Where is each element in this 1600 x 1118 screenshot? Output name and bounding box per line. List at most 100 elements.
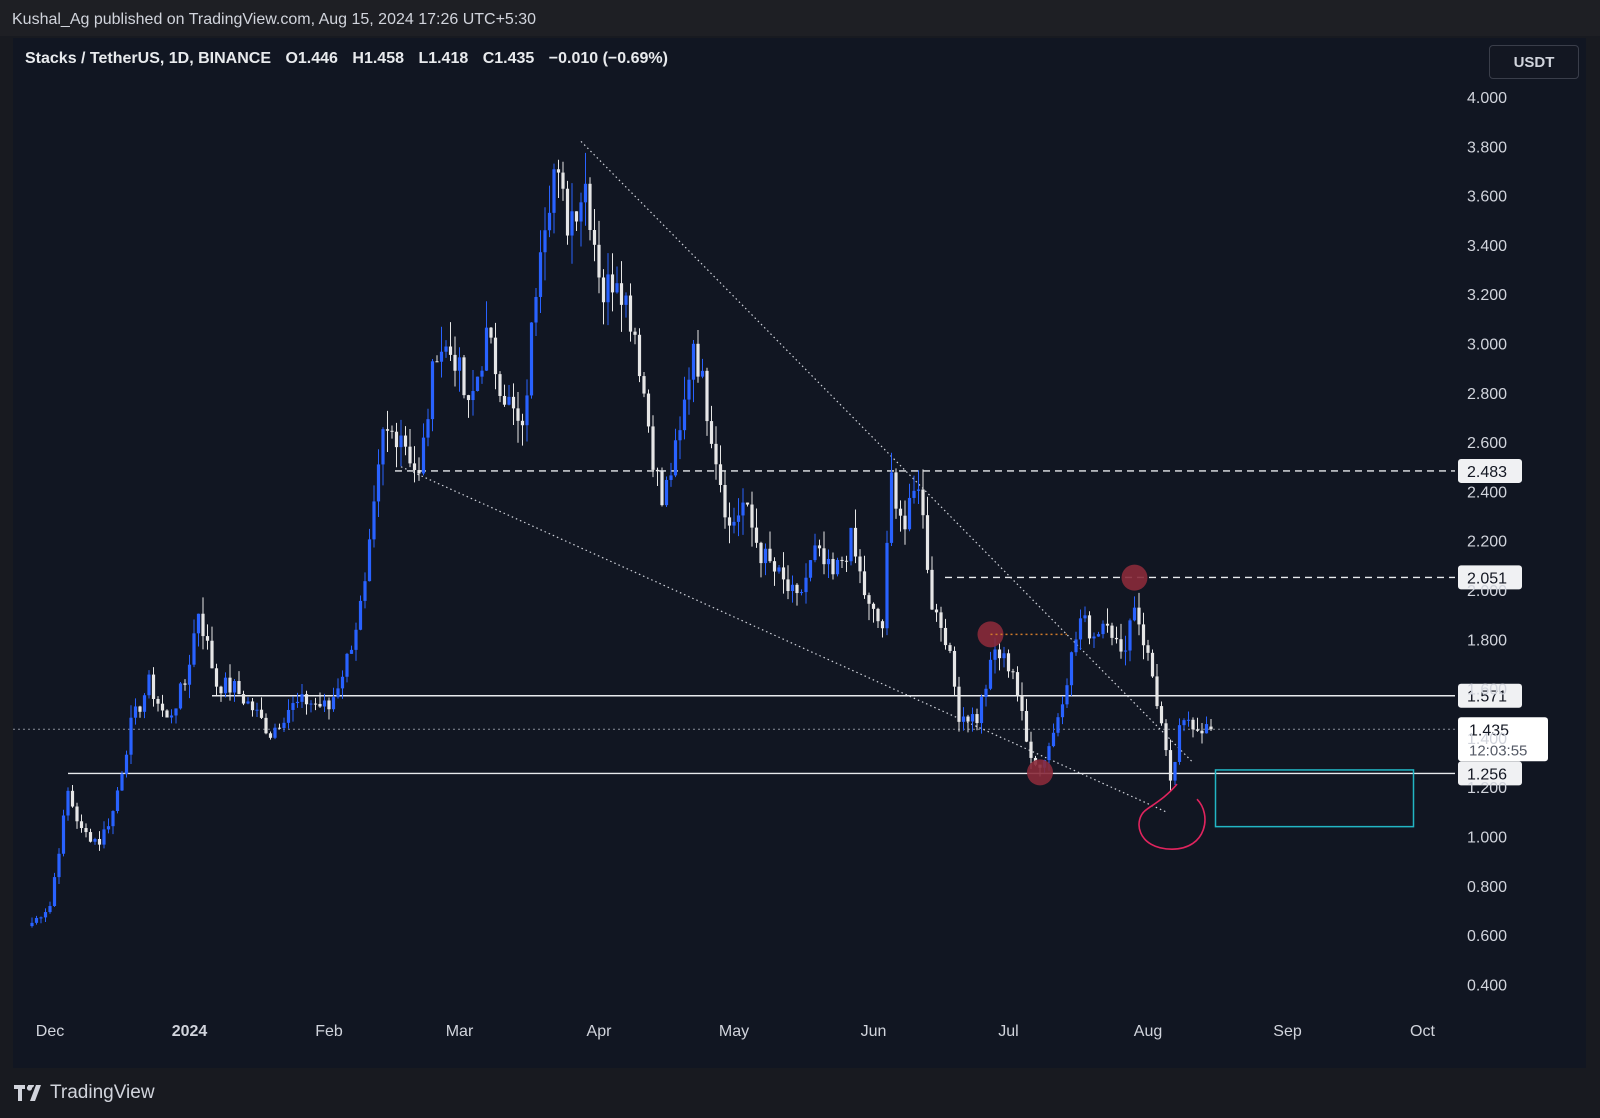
candle-body (57, 853, 61, 878)
tradingview-icon (14, 1085, 41, 1101)
x-tick-label: Aug (1134, 1023, 1162, 1040)
candle-body (858, 556, 862, 572)
candle-body (376, 464, 381, 502)
candle-body (804, 577, 808, 593)
candle-body (75, 806, 79, 822)
candle-body (1015, 672, 1020, 696)
y-tick-label: 2.800 (1467, 386, 1507, 403)
candle-body (165, 710, 169, 718)
level-label: 1.571 (1467, 689, 1507, 706)
candle-body (592, 230, 597, 245)
candle-body (358, 600, 363, 630)
candle-body (817, 545, 822, 549)
candle-body (385, 429, 390, 431)
candle-body (916, 489, 921, 491)
candle-body (930, 569, 934, 610)
candle-body (169, 715, 174, 718)
candle-body (498, 374, 502, 396)
candle-body (606, 274, 610, 303)
candle-body (885, 542, 889, 629)
candle-body (228, 677, 232, 693)
candle-body (457, 357, 462, 371)
candle-body (93, 838, 97, 842)
candle-body (579, 202, 583, 222)
candle-body (444, 346, 448, 352)
candle-body (1200, 730, 1204, 734)
symbol-legend[interactable]: Stacks / TetherUS, 1D, BINANCE O1.446 H1… (25, 50, 678, 68)
level-label-box (1458, 683, 1522, 708)
candle-body (556, 169, 561, 173)
candle-body (961, 716, 966, 722)
candle-body (700, 370, 705, 377)
candle-body (894, 472, 898, 509)
candle-body (1101, 623, 1105, 635)
candle-body (210, 640, 214, 669)
candle-body (534, 296, 538, 323)
candle-body (709, 421, 714, 444)
tradingview-logo[interactable]: TradingView (14, 1082, 155, 1104)
x-tick-label: 2024 (172, 1023, 208, 1040)
ohlc-low: L1.418 (418, 50, 469, 67)
candle-body (237, 681, 241, 695)
candle-body (421, 437, 426, 474)
candle-body (840, 559, 844, 561)
candle-body (394, 431, 399, 448)
candle-body (849, 527, 853, 562)
candle-body (1173, 761, 1177, 781)
y-tick-label: 2.600 (1467, 435, 1507, 452)
candle-body (448, 346, 453, 355)
candle-body (79, 821, 84, 829)
candle-body (669, 475, 673, 480)
y-tick-label: 1.200 (1467, 780, 1507, 797)
candle-body (723, 484, 727, 518)
candle-body (822, 548, 826, 565)
candle-body (1159, 706, 1164, 724)
candle-body (687, 379, 691, 400)
level-label: 2.051 (1467, 570, 1507, 587)
candle-body (538, 252, 543, 297)
candle-body (984, 688, 988, 697)
candle-body (138, 706, 142, 712)
candle-body (880, 621, 885, 629)
candle-body (525, 395, 529, 426)
y-tick-label: 3.800 (1467, 139, 1507, 156)
candle-body (259, 709, 264, 718)
candle-body (997, 649, 1002, 659)
candle-body (565, 188, 570, 236)
x-tick-label: Dec (36, 1023, 64, 1040)
candle-body (750, 504, 754, 528)
candle-body (813, 545, 817, 561)
y-tick-label: 0.400 (1467, 977, 1507, 994)
candle-body (390, 430, 394, 432)
level-label-box (1458, 458, 1522, 483)
candle-body (349, 649, 354, 654)
candle-body (583, 183, 588, 203)
candle-body (246, 701, 250, 704)
candle-body (61, 815, 66, 854)
chart-pane[interactable] (13, 38, 1586, 1068)
candle-body (223, 677, 228, 694)
candle-body (975, 714, 979, 724)
last-price-box (1458, 717, 1548, 762)
candle-body (489, 327, 493, 338)
candle-body (511, 396, 516, 409)
target-box (1214, 769, 1415, 828)
candle-body (471, 391, 475, 401)
candle-body (633, 331, 637, 335)
candle-body (736, 515, 741, 522)
x-tick-label: Jul (998, 1023, 1018, 1040)
candle-body (934, 609, 939, 613)
level-label-box (1458, 565, 1522, 590)
last-price-label: 1.435 (1469, 722, 1509, 739)
currency-button[interactable]: USDT (1489, 45, 1579, 79)
x-tick-label: Sep (1273, 1023, 1302, 1040)
candle-body (156, 698, 160, 704)
x-tick-label: May (719, 1023, 749, 1040)
candle-body (412, 463, 417, 471)
candle-body (871, 603, 876, 609)
candle-body (651, 426, 655, 470)
candle-body (1168, 750, 1173, 781)
candle-body (925, 515, 930, 570)
candle-body (993, 649, 997, 660)
